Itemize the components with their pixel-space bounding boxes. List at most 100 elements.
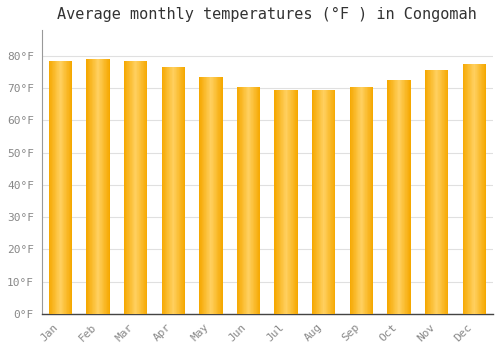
Bar xyxy=(484,64,486,314)
Bar xyxy=(392,80,393,314)
Bar xyxy=(256,86,258,314)
Bar xyxy=(428,70,429,314)
Bar xyxy=(353,86,354,314)
Bar xyxy=(245,86,246,314)
Bar xyxy=(164,67,165,314)
Bar xyxy=(328,90,329,314)
Bar xyxy=(209,77,210,314)
Bar xyxy=(444,70,445,314)
Bar xyxy=(248,86,249,314)
Bar xyxy=(366,86,367,314)
Bar xyxy=(172,67,174,314)
Bar xyxy=(332,90,333,314)
Bar xyxy=(142,61,143,314)
Bar xyxy=(184,67,185,314)
Bar xyxy=(252,86,253,314)
Bar xyxy=(405,80,406,314)
Bar xyxy=(322,90,323,314)
Bar xyxy=(247,86,248,314)
Bar xyxy=(475,64,476,314)
Bar xyxy=(314,90,315,314)
Bar xyxy=(107,59,108,314)
Bar xyxy=(397,80,398,314)
Bar xyxy=(200,77,201,314)
Bar xyxy=(92,59,93,314)
Bar xyxy=(207,77,208,314)
Bar xyxy=(288,90,289,314)
Bar xyxy=(335,90,336,314)
Bar xyxy=(474,64,475,314)
Bar xyxy=(404,80,405,314)
Bar xyxy=(390,80,391,314)
Bar xyxy=(178,67,179,314)
Bar xyxy=(389,80,390,314)
Bar xyxy=(329,90,330,314)
Bar xyxy=(130,61,131,314)
Bar xyxy=(181,67,182,314)
Bar xyxy=(52,61,53,314)
Bar xyxy=(284,90,285,314)
Bar xyxy=(276,90,277,314)
Bar xyxy=(218,77,219,314)
Bar xyxy=(438,70,439,314)
Bar xyxy=(467,64,468,314)
Bar xyxy=(167,67,168,314)
Bar xyxy=(359,86,360,314)
Bar xyxy=(91,59,92,314)
Bar xyxy=(246,86,247,314)
Bar xyxy=(393,80,394,314)
Bar xyxy=(175,67,176,314)
Bar xyxy=(211,77,212,314)
Bar xyxy=(436,70,437,314)
Bar xyxy=(105,59,106,314)
Bar xyxy=(71,61,72,314)
Bar xyxy=(141,61,142,314)
Bar xyxy=(473,64,474,314)
Bar xyxy=(292,90,293,314)
Bar xyxy=(408,80,409,314)
Bar xyxy=(462,64,463,314)
Bar xyxy=(259,86,260,314)
Bar xyxy=(391,80,392,314)
Bar xyxy=(463,64,464,314)
Bar xyxy=(242,86,244,314)
Bar xyxy=(330,90,331,314)
Bar xyxy=(134,61,135,314)
Bar xyxy=(447,70,448,314)
Bar xyxy=(176,67,177,314)
Bar xyxy=(394,80,395,314)
Bar xyxy=(254,86,255,314)
Bar xyxy=(136,61,137,314)
Bar xyxy=(55,61,56,314)
Bar xyxy=(320,90,321,314)
Bar xyxy=(312,90,314,314)
Bar xyxy=(162,67,163,314)
Bar xyxy=(165,67,166,314)
Bar xyxy=(323,90,324,314)
Bar xyxy=(204,77,205,314)
Bar xyxy=(174,67,175,314)
Bar xyxy=(279,90,280,314)
Bar xyxy=(163,67,164,314)
Title: Average monthly temperatures (°F ) in Congomah: Average monthly temperatures (°F ) in Co… xyxy=(58,7,477,22)
Bar xyxy=(128,61,129,314)
Bar xyxy=(96,59,97,314)
Bar xyxy=(212,77,213,314)
Bar xyxy=(368,86,369,314)
Bar xyxy=(60,61,61,314)
Bar xyxy=(364,86,365,314)
Bar xyxy=(205,77,206,314)
Bar xyxy=(333,90,334,314)
Bar xyxy=(356,86,358,314)
Bar xyxy=(350,86,351,314)
Bar xyxy=(354,86,355,314)
Bar xyxy=(251,86,252,314)
Bar xyxy=(68,61,69,314)
Bar xyxy=(293,90,294,314)
Bar xyxy=(289,90,290,314)
Bar xyxy=(275,90,276,314)
Bar xyxy=(238,86,239,314)
Bar xyxy=(478,64,479,314)
Bar xyxy=(282,90,283,314)
Bar xyxy=(255,86,256,314)
